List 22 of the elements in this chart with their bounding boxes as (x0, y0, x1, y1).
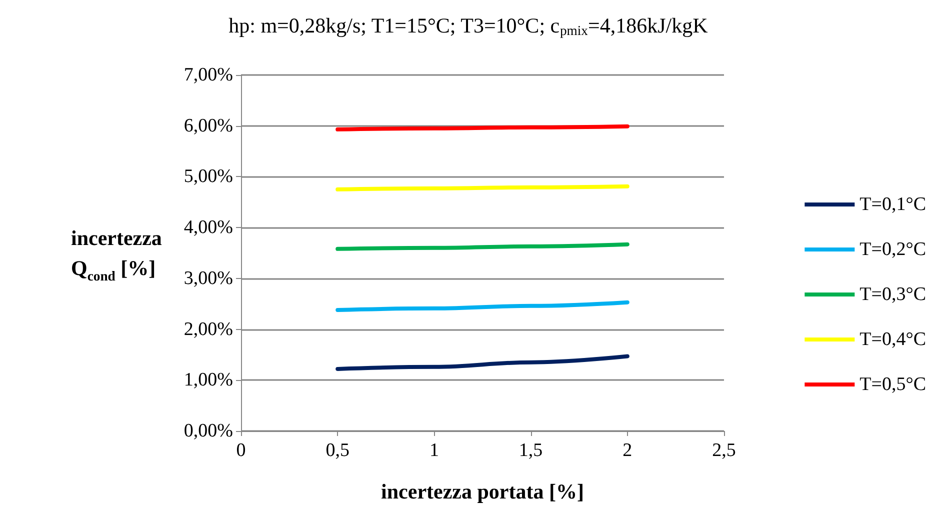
legend-label: T=0,1°C (860, 194, 926, 215)
y-tick-label: 5,00% (184, 166, 234, 188)
y-tick-label: 7,00% (184, 64, 234, 86)
y-tick-label: 4,00% (184, 217, 234, 238)
legend-label: T=0,5°C (860, 374, 926, 395)
x-tick-label: 2,5 (712, 440, 736, 461)
legend-label: T=0,4°C (860, 329, 926, 350)
x-axis-title: incertezza portata [%] (381, 480, 584, 504)
x-tick-label: 2 (622, 440, 632, 461)
x-tick-label: 0,5 (326, 440, 350, 461)
y-tick-label: 3,00% (184, 268, 234, 289)
line-series (336, 300, 630, 312)
x-tick-label: 1,5 (518, 440, 543, 461)
y-tick-label: 0,00% (184, 420, 234, 442)
y-tick-label: 2,00% (184, 318, 234, 340)
line-series (336, 354, 630, 371)
x-tick-label: 1 (429, 440, 439, 461)
legend-label: T=0,3°C (860, 284, 926, 305)
x-tick-label: 0 (236, 440, 246, 461)
y-tick-label: 6,00% (184, 115, 234, 136)
legend-label: T=0,2°C (860, 239, 926, 260)
y-tick-label: 1,00% (184, 370, 234, 391)
